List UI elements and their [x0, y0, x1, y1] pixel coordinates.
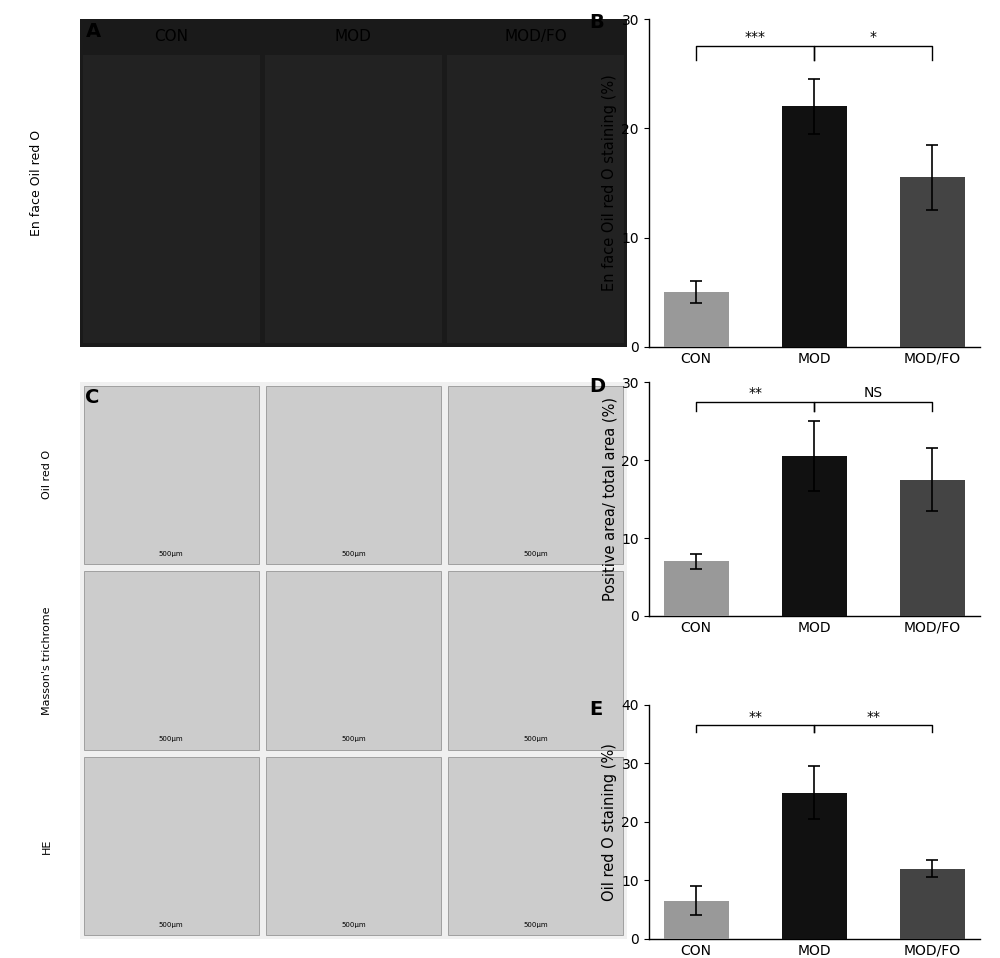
- Bar: [900, 869, 965, 939]
- Text: 500μm: 500μm: [341, 922, 366, 927]
- Text: En face Oil red O: En face Oil red O: [30, 130, 43, 236]
- Text: Oil red O: Oil red O: [42, 450, 52, 499]
- Bar: [265, 56, 442, 343]
- Bar: [782, 792, 847, 939]
- Bar: [84, 571, 259, 749]
- Bar: [448, 571, 623, 749]
- Bar: [83, 56, 260, 343]
- Text: 500μm: 500μm: [159, 736, 183, 742]
- Bar: [448, 386, 623, 564]
- Text: CON: CON: [154, 29, 188, 44]
- Bar: [266, 386, 441, 564]
- Bar: [266, 757, 441, 935]
- Bar: [664, 561, 729, 616]
- Bar: [84, 386, 259, 564]
- Text: **: **: [748, 710, 762, 724]
- Text: 500μm: 500μm: [159, 922, 183, 927]
- Text: *: *: [870, 31, 877, 44]
- Text: 500μm: 500μm: [341, 736, 366, 742]
- Text: **: **: [748, 386, 762, 400]
- Text: 500μm: 500μm: [159, 551, 183, 557]
- Bar: [664, 901, 729, 939]
- Text: MOD/FO: MOD/FO: [504, 29, 567, 44]
- Bar: [782, 456, 847, 616]
- Text: MOD: MOD: [335, 29, 372, 44]
- Text: A: A: [85, 22, 101, 41]
- Text: HE: HE: [42, 838, 52, 854]
- Text: ***: ***: [745, 31, 766, 44]
- Bar: [448, 757, 623, 935]
- Text: D: D: [589, 377, 605, 397]
- Text: C: C: [85, 388, 100, 406]
- Text: E: E: [589, 700, 602, 719]
- Text: NS: NS: [864, 386, 883, 400]
- Bar: [900, 177, 965, 347]
- Y-axis label: Positive area/ total area (%): Positive area/ total area (%): [602, 397, 617, 601]
- Bar: [266, 571, 441, 749]
- Y-axis label: En face Oil red O staining (%): En face Oil red O staining (%): [602, 75, 617, 291]
- Y-axis label: Oil red O staining (%): Oil red O staining (%): [602, 743, 617, 901]
- Bar: [664, 292, 729, 347]
- Text: 500μm: 500μm: [341, 551, 366, 557]
- Text: B: B: [589, 12, 604, 32]
- Text: 500μm: 500μm: [523, 736, 548, 742]
- Text: 500μm: 500μm: [523, 922, 548, 927]
- Bar: [782, 106, 847, 347]
- Text: Masson's trichrome: Masson's trichrome: [42, 606, 52, 715]
- Bar: [84, 757, 259, 935]
- Bar: [447, 56, 624, 343]
- Text: **: **: [866, 710, 880, 724]
- Bar: [900, 480, 965, 616]
- Text: 500μm: 500μm: [523, 551, 548, 557]
